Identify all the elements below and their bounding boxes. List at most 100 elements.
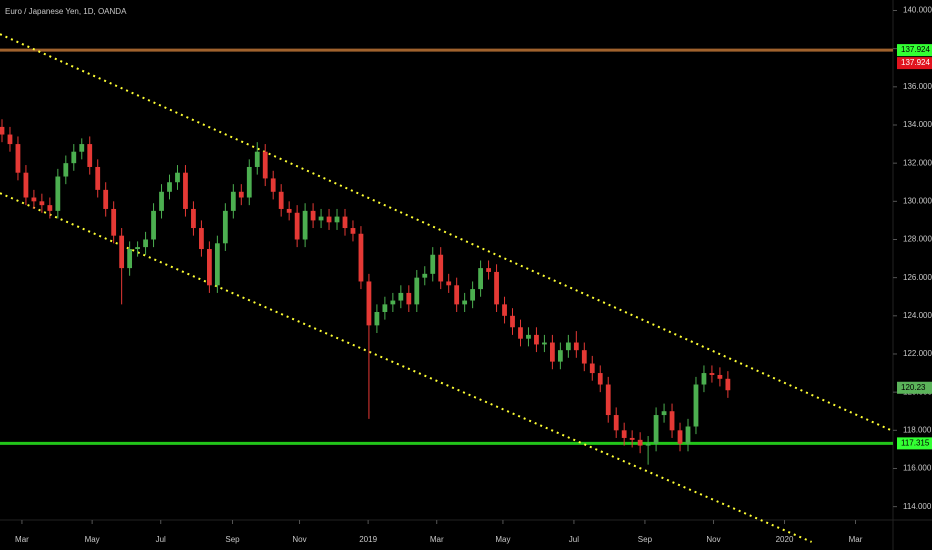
candle-body xyxy=(135,247,140,250)
candle-body xyxy=(470,289,476,301)
y-tick-label: 122.000 xyxy=(903,349,932,358)
candle-body xyxy=(637,439,643,446)
candle-body xyxy=(557,350,563,362)
candle-body xyxy=(342,216,348,229)
candle-body xyxy=(542,342,547,345)
y-tick-label: 126.000 xyxy=(903,273,932,282)
candle-body xyxy=(151,210,156,240)
candle-body xyxy=(318,216,324,221)
candle-body xyxy=(549,342,555,362)
candle-body xyxy=(286,208,292,213)
x-tick-label: 2020 xyxy=(776,535,794,544)
x-tick-label: 2019 xyxy=(359,535,377,544)
candle-body xyxy=(270,178,276,192)
candle-body xyxy=(350,228,356,234)
price-tag xyxy=(897,437,932,450)
candle-body xyxy=(31,197,37,202)
y-tick-label: 132.000 xyxy=(903,158,932,167)
candle-body xyxy=(382,304,388,312)
candle-body xyxy=(725,378,731,391)
candle-body xyxy=(183,172,188,209)
candle-body xyxy=(709,373,715,375)
candle-body xyxy=(669,411,675,431)
x-tick-label: Nov xyxy=(706,535,720,544)
candle-body xyxy=(661,411,667,416)
candle-body xyxy=(717,374,723,379)
candle-body xyxy=(214,243,220,286)
candle-body xyxy=(438,254,444,282)
y-tick-label: 130.000 xyxy=(903,196,932,205)
y-tick-label: 136.000 xyxy=(903,82,932,91)
candle-body xyxy=(629,437,635,440)
candle-body xyxy=(597,373,603,385)
price-tag-label: 120.23 xyxy=(901,383,926,392)
candle-body xyxy=(127,249,133,269)
candle-body xyxy=(254,151,260,167)
candle-body xyxy=(39,201,45,206)
x-tick-label: Sep xyxy=(638,535,653,544)
candle-body xyxy=(526,334,531,339)
candle-body xyxy=(534,334,539,345)
candle-body xyxy=(422,273,428,278)
x-tick-label: Mar xyxy=(15,535,29,544)
candle-body xyxy=(7,134,13,145)
candle-body xyxy=(199,228,204,250)
candle-body xyxy=(414,277,420,305)
candle-body xyxy=(79,144,85,152)
price-tag xyxy=(897,57,932,70)
candle-body xyxy=(15,144,21,173)
candle-body xyxy=(486,268,491,272)
candle-body xyxy=(605,384,611,416)
candle-body xyxy=(206,249,212,286)
x-tick-label: Jul xyxy=(569,535,579,544)
candle-body xyxy=(366,281,372,326)
candle-body xyxy=(358,233,364,282)
candle-body xyxy=(310,210,316,221)
candle-body xyxy=(406,292,412,305)
candle-body xyxy=(55,176,61,211)
candle-body xyxy=(63,163,69,177)
y-tick-label: 116.000 xyxy=(903,464,932,473)
candle-body xyxy=(446,281,452,286)
x-tick-label: May xyxy=(495,535,510,544)
candle-body xyxy=(0,126,5,135)
price-tag xyxy=(897,44,932,57)
candle-body xyxy=(374,312,380,326)
candle-body xyxy=(430,254,436,274)
x-tick-label: Mar xyxy=(430,535,444,544)
candle-body xyxy=(685,426,691,444)
candle-body xyxy=(653,415,659,444)
price-tag xyxy=(897,381,932,394)
y-tick-label: 124.000 xyxy=(903,311,932,320)
candle-body xyxy=(222,210,228,244)
candle-body xyxy=(111,208,117,236)
y-tick-label: 134.000 xyxy=(903,120,932,129)
x-tick-label: May xyxy=(85,535,100,544)
y-tick-label: 118.000 xyxy=(903,425,932,434)
price-tag-label: 117.315 xyxy=(901,438,930,447)
candle-body xyxy=(23,172,29,198)
candle-body xyxy=(294,212,300,240)
candle-body xyxy=(334,216,340,223)
candle-body xyxy=(502,304,507,316)
y-tick-label: 140.000 xyxy=(903,6,932,15)
candle-body xyxy=(693,384,699,427)
candle-body xyxy=(390,300,396,305)
candle-body xyxy=(71,151,77,164)
candle-body xyxy=(565,342,571,351)
price-tag-label: 137.924 xyxy=(901,45,930,54)
candle-body xyxy=(701,373,707,385)
x-tick-label: Mar xyxy=(849,535,863,544)
candle-body xyxy=(47,205,53,211)
candle-body xyxy=(677,430,683,444)
y-tick-label: 114.000 xyxy=(903,502,932,511)
candle-body xyxy=(175,172,180,183)
x-tick-label: Nov xyxy=(292,535,306,544)
x-tick-label: Sep xyxy=(225,535,240,544)
candle-body xyxy=(478,268,483,290)
candle-body xyxy=(398,292,404,301)
candle-body xyxy=(143,239,148,248)
candle-body xyxy=(454,285,460,305)
chart-title: Euro / Japanese Yen, 1D, OANDA xyxy=(5,7,127,16)
